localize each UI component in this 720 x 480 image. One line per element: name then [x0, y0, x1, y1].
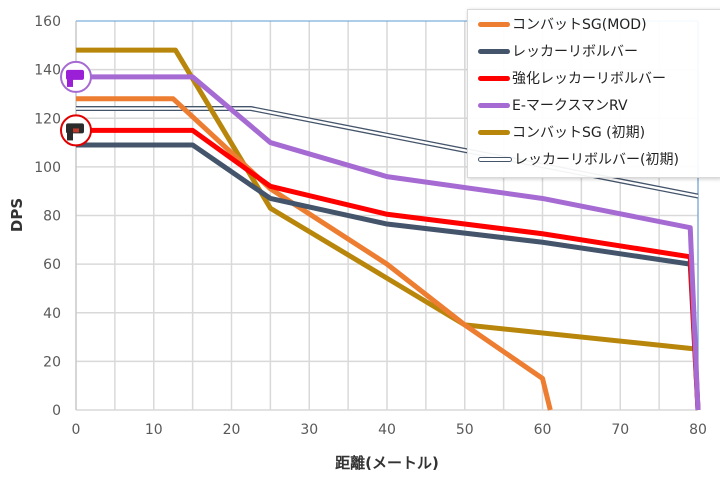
series-line-0: [76, 96, 553, 411]
series-line-3: [76, 74, 701, 411]
x-tick-label: 70: [611, 422, 629, 438]
legend-item: コンバットSG(MOD): [478, 13, 647, 35]
y-tick-label: 120: [34, 111, 61, 127]
legend-item: コンバットSG (初期): [478, 121, 645, 143]
x-tick-label: 40: [378, 422, 396, 438]
y-tick-label: 20: [43, 354, 61, 370]
legend-swatch: [478, 48, 510, 54]
y-tick-label: 160: [34, 14, 61, 30]
legend-label: E-マークスマンRV: [512, 98, 628, 114]
y-tick-label: 60: [43, 257, 61, 273]
legend-label: コンバットSG (初期): [512, 125, 646, 141]
y-tick-label: 40: [43, 306, 61, 322]
legend-swatch: [478, 156, 512, 162]
y-tick-label: 140: [34, 63, 61, 79]
legend-item: 強化レッカーリボルバー: [478, 67, 666, 89]
y-tick-label: 100: [34, 160, 61, 176]
legend-swatch: [478, 102, 510, 108]
legend-swatch: [478, 21, 510, 27]
y-tick-label: 0: [52, 403, 61, 419]
legend-label: 強化レッカーリボルバー: [512, 71, 666, 87]
series-line-4: [76, 47, 699, 352]
x-tick-label: 0: [72, 422, 81, 438]
legend-item: レッカーリボルバー: [478, 40, 638, 62]
x-tick-label: 50: [456, 422, 474, 438]
legend-item: レッカーリボルバー(初期): [478, 148, 679, 170]
tick-labels: 0 10 20 30 40 50 60 70 80 0 20 40 60 80 100 120 140 160: [34, 14, 707, 438]
x-tick-label: 30: [300, 422, 318, 438]
purple-gun-icon: [60, 60, 92, 93]
x-tick-label: 20: [223, 422, 241, 438]
series-markers: [60, 60, 92, 147]
legend-label: コンバットSG(MOD): [512, 17, 647, 33]
legend-swatch: [478, 75, 510, 81]
legend-item: E-マークスマンRV: [478, 94, 628, 116]
y-axis-label: DPS: [8, 198, 26, 232]
x-tick-label: 80: [689, 422, 707, 438]
x-axis-label: 距離(メートル): [335, 454, 439, 472]
y-tick-label: 80: [43, 209, 61, 225]
x-tick-label: 60: [534, 422, 552, 438]
legend: コンバットSG(MOD) レッカーリボルバー強化レッカーリボルバー E-マークスマン…: [467, 9, 720, 178]
legend-swatch: [478, 129, 510, 135]
legend-label: レッカーリボルバー: [512, 44, 638, 60]
black-gun-icon: [60, 114, 92, 147]
x-tick-label: 10: [145, 422, 163, 438]
legend-label: レッカーリボルバー(初期): [514, 152, 679, 168]
